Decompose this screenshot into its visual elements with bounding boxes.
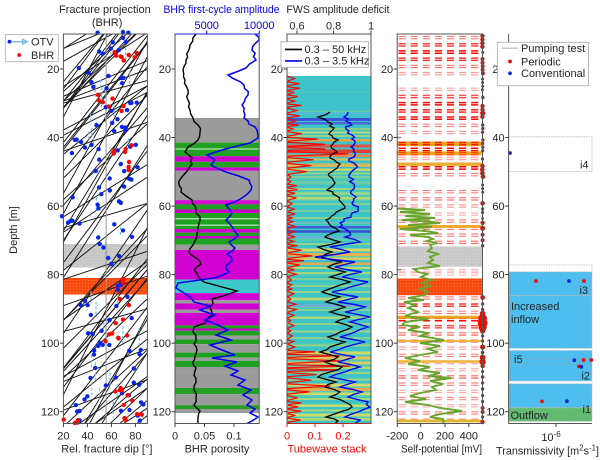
- svg-text:0: 0: [418, 431, 424, 443]
- svg-text:20: 20: [381, 64, 393, 76]
- svg-text:40: 40: [159, 133, 171, 145]
- svg-text:0.3 – 3.5 kHz: 0.3 – 3.5 kHz: [305, 56, 370, 68]
- svg-text:60: 60: [159, 201, 171, 213]
- svg-text:Outflow: Outflow: [511, 410, 548, 422]
- svg-text:(BHR): (BHR): [92, 17, 123, 29]
- svg-text:BHR: BHR: [31, 50, 54, 62]
- svg-text:80: 80: [129, 431, 141, 443]
- svg-text:40: 40: [81, 431, 93, 443]
- svg-text:-200: -200: [386, 431, 408, 443]
- svg-text:60: 60: [105, 431, 117, 443]
- svg-text:100: 100: [153, 338, 171, 350]
- svg-text:80: 80: [381, 270, 393, 282]
- svg-text:80: 80: [47, 270, 59, 282]
- svg-text:40: 40: [47, 133, 59, 145]
- svg-text:0.8: 0.8: [326, 21, 341, 33]
- svg-text:10000: 10000: [244, 20, 275, 32]
- svg-text:i5: i5: [514, 354, 523, 366]
- svg-text:0.3 – 50 kHz: 0.3 – 50 kHz: [305, 44, 367, 56]
- svg-text:FWS amplitude deficit: FWS amplitude deficit: [286, 4, 389, 16]
- svg-text:BHR porosity: BHR porosity: [185, 443, 250, 455]
- svg-text:80: 80: [159, 270, 171, 282]
- svg-text:inflow: inflow: [511, 314, 539, 326]
- svg-text:200: 200: [436, 431, 454, 443]
- svg-text:i4: i4: [580, 160, 589, 172]
- svg-text:0: 0: [172, 431, 178, 443]
- svg-text:100: 100: [265, 338, 283, 350]
- svg-text:0.6: 0.6: [289, 21, 304, 33]
- svg-text:20: 20: [47, 64, 59, 76]
- svg-text:0.1: 0.1: [226, 431, 241, 443]
- svg-text:Self-potential [mV]: Self-potential [mV]: [401, 443, 482, 455]
- svg-text:1: 1: [368, 21, 374, 33]
- svg-text:Depth [m]: Depth [m]: [8, 206, 20, 254]
- svg-text:120: 120: [41, 407, 59, 419]
- svg-text:20: 20: [159, 64, 171, 76]
- svg-text:Fracture projection: Fracture projection: [59, 4, 151, 16]
- svg-text:i2: i2: [581, 371, 590, 383]
- svg-text:i1: i1: [582, 404, 591, 416]
- svg-text:Rel. fracture dip [°]: Rel. fracture dip [°]: [61, 443, 152, 455]
- svg-text:Transmissivity [m2s-1]: Transmissivity [m2s-1]: [496, 443, 599, 458]
- svg-text:120: 120: [486, 407, 504, 419]
- svg-text:100: 100: [486, 338, 504, 350]
- svg-text:40: 40: [492, 133, 504, 145]
- svg-text:100: 100: [41, 338, 59, 350]
- svg-text:0.05: 0.05: [194, 431, 215, 443]
- svg-text:0.2: 0.2: [335, 431, 350, 443]
- svg-text:60: 60: [271, 201, 283, 213]
- svg-text:Increased: Increased: [511, 301, 559, 313]
- svg-text:20: 20: [57, 431, 69, 443]
- svg-text:120: 120: [265, 407, 283, 419]
- svg-text:BHR first-cycle amplitude: BHR first-cycle amplitude: [164, 4, 280, 16]
- svg-text:400: 400: [460, 431, 478, 443]
- svg-text:120: 120: [375, 407, 393, 419]
- svg-text:100: 100: [375, 338, 393, 350]
- svg-text:80: 80: [271, 270, 283, 282]
- svg-text:60: 60: [492, 201, 504, 213]
- svg-text:80: 80: [492, 270, 504, 282]
- svg-text:OTV: OTV: [31, 37, 54, 49]
- svg-text:Conventional: Conventional: [521, 68, 585, 80]
- svg-text:Periodic: Periodic: [521, 56, 561, 68]
- svg-text:Tubewave stack: Tubewave stack: [287, 443, 367, 455]
- svg-text:40: 40: [381, 133, 393, 145]
- svg-text:60: 60: [381, 201, 393, 213]
- svg-text:120: 120: [153, 407, 171, 419]
- svg-text:0.1: 0.1: [307, 431, 322, 443]
- svg-text:Pumping test: Pumping test: [521, 43, 585, 55]
- svg-text:i3: i3: [579, 285, 588, 297]
- svg-text:60: 60: [47, 201, 59, 213]
- svg-text:5000: 5000: [194, 20, 218, 32]
- svg-text:40: 40: [271, 133, 283, 145]
- svg-text:20: 20: [271, 64, 283, 76]
- svg-text:0: 0: [284, 431, 290, 443]
